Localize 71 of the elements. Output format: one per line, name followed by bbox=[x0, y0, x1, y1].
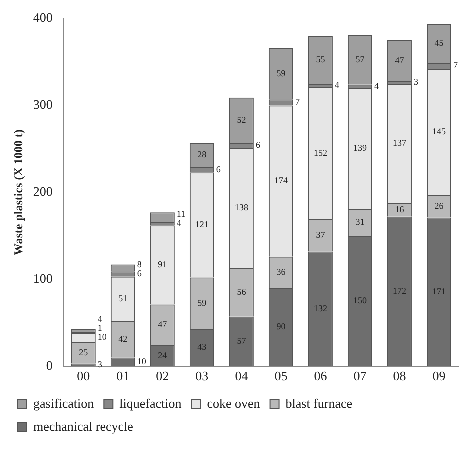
data-label: 57 bbox=[356, 54, 366, 64]
data-label: 7 bbox=[295, 97, 300, 108]
data-label: 171 bbox=[432, 286, 446, 296]
legend-label: coke oven bbox=[207, 396, 261, 411]
data-label: 4 bbox=[98, 314, 103, 324]
data-label: 26 bbox=[434, 200, 444, 211]
legend-label: mechanical recycle bbox=[34, 418, 134, 434]
data-label: 24 bbox=[158, 350, 168, 360]
data-label: 11 bbox=[176, 209, 186, 220]
data-label: 43 bbox=[198, 342, 208, 352]
legend-label: gasification bbox=[34, 396, 95, 411]
x-tick-label: 08 bbox=[393, 368, 406, 384]
data-label: 7 bbox=[453, 60, 458, 71]
data-label: 3 bbox=[414, 77, 419, 88]
data-label: 6 bbox=[256, 140, 261, 150]
legend-label: blast furnace bbox=[286, 396, 353, 411]
y-tick-label: 400 bbox=[33, 10, 53, 26]
data-label: 4 bbox=[334, 80, 340, 90]
data-label: 59 bbox=[276, 68, 286, 78]
x-tick-label: 04 bbox=[235, 368, 249, 384]
data-label: 3 bbox=[98, 359, 103, 370]
x-tick-label: 06 bbox=[314, 368, 328, 384]
data-label: 6 bbox=[137, 268, 142, 279]
data-label: 152 bbox=[314, 148, 328, 158]
data-label: 137 bbox=[392, 138, 407, 148]
data-label: 42 bbox=[118, 334, 128, 344]
x-tick-label: 07 bbox=[354, 368, 368, 384]
data-label: 52 bbox=[237, 114, 246, 125]
data-label: 51 bbox=[118, 293, 128, 304]
x-tick-label: 00 bbox=[77, 368, 90, 384]
y-tick-label: 100 bbox=[33, 270, 53, 286]
data-label: 4 bbox=[374, 80, 380, 91]
y-axis-title: Waste plastics (X 1000 t) bbox=[11, 130, 26, 256]
data-label: 138 bbox=[234, 202, 249, 213]
data-label: 8 bbox=[137, 260, 142, 270]
data-label: 91 bbox=[158, 260, 168, 270]
data-label: 4 bbox=[176, 218, 182, 228]
y-tick-label: 300 bbox=[33, 97, 53, 112]
data-label: 6 bbox=[216, 164, 222, 174]
x-tick-label: 03 bbox=[196, 368, 209, 384]
data-label: 139 bbox=[353, 143, 368, 154]
data-label: 10 bbox=[98, 332, 108, 342]
data-label: 25 bbox=[79, 347, 89, 358]
data-label: 56 bbox=[237, 286, 247, 297]
y-tick-label: 200 bbox=[33, 184, 53, 200]
data-label: 90 bbox=[276, 322, 286, 332]
data-label: 45 bbox=[434, 38, 444, 48]
x-tick-label: 02 bbox=[156, 368, 170, 384]
data-label: 28 bbox=[198, 150, 208, 160]
y-tick-label: 0 bbox=[46, 358, 53, 373]
data-label: 37 bbox=[316, 230, 326, 240]
data-label: 55 bbox=[316, 54, 326, 64]
data-label: 132 bbox=[314, 303, 328, 314]
data-label: 172 bbox=[392, 286, 406, 296]
data-label: 16 bbox=[395, 204, 405, 214]
legend-label: liquefaction bbox=[120, 396, 182, 411]
data-label: 1 bbox=[98, 323, 102, 334]
data-label: 10 bbox=[137, 356, 147, 366]
x-tick-label: 09 bbox=[432, 368, 446, 384]
x-tick-label: 05 bbox=[274, 368, 288, 384]
data-label: 150 bbox=[353, 296, 368, 306]
x-tick-label: 01 bbox=[116, 368, 130, 384]
data-label: 145 bbox=[432, 126, 446, 137]
data-label: 31 bbox=[356, 216, 365, 227]
data-label: 36 bbox=[276, 266, 286, 277]
data-label: 47 bbox=[158, 319, 168, 330]
data-label: 57 bbox=[237, 336, 247, 346]
data-label: 174 bbox=[274, 176, 288, 186]
data-label: 121 bbox=[195, 220, 209, 230]
data-label: 59 bbox=[198, 298, 208, 308]
data-label: 47 bbox=[395, 55, 405, 66]
